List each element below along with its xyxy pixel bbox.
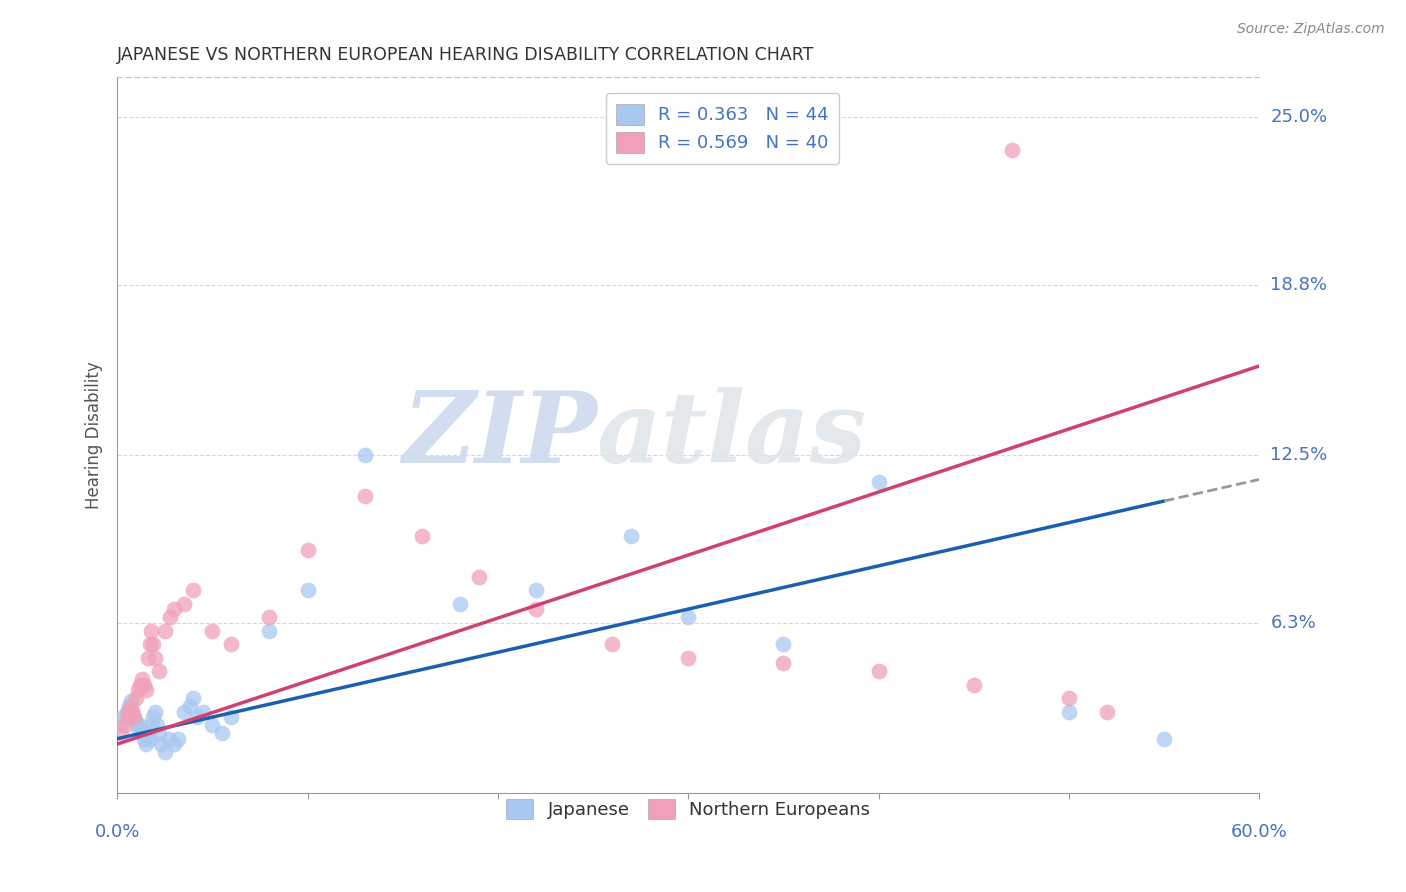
Point xyxy=(201,624,224,638)
Point xyxy=(524,583,547,598)
Point xyxy=(186,710,208,724)
Text: 60.0%: 60.0% xyxy=(1232,823,1288,841)
Point xyxy=(963,678,986,692)
Point xyxy=(121,705,143,719)
Point xyxy=(138,637,160,651)
Point xyxy=(179,699,201,714)
Point xyxy=(136,726,159,740)
Point xyxy=(148,664,170,678)
Point xyxy=(149,737,172,751)
Point xyxy=(117,699,139,714)
Point xyxy=(141,718,163,732)
Point xyxy=(772,656,794,670)
Text: 12.5%: 12.5% xyxy=(1271,446,1327,464)
Point xyxy=(120,699,142,714)
Point xyxy=(141,624,163,638)
Point xyxy=(131,726,153,740)
Text: 18.8%: 18.8% xyxy=(1271,276,1327,293)
Point xyxy=(1095,705,1118,719)
Point xyxy=(124,710,146,724)
Point xyxy=(138,731,160,746)
Point xyxy=(131,673,153,687)
Text: Source: ZipAtlas.com: Source: ZipAtlas.com xyxy=(1237,22,1385,37)
Point xyxy=(146,718,169,732)
Point xyxy=(1057,705,1080,719)
Point xyxy=(678,650,700,665)
Legend: Japanese, Northern Europeans: Japanese, Northern Europeans xyxy=(499,791,877,827)
Point xyxy=(1057,691,1080,706)
Point xyxy=(120,694,142,708)
Point xyxy=(115,705,138,719)
Point xyxy=(183,691,205,706)
Point xyxy=(221,710,243,724)
Point xyxy=(153,624,176,638)
Point xyxy=(868,664,890,678)
Point xyxy=(259,610,281,624)
Point xyxy=(110,718,132,732)
Point xyxy=(142,637,165,651)
Point xyxy=(600,637,623,651)
Point xyxy=(157,731,180,746)
Text: 25.0%: 25.0% xyxy=(1271,109,1327,127)
Point xyxy=(772,637,794,651)
Point xyxy=(117,705,139,719)
Point xyxy=(132,731,155,746)
Point xyxy=(132,678,155,692)
Point xyxy=(297,542,319,557)
Point xyxy=(115,710,138,724)
Text: atlas: atlas xyxy=(598,386,868,483)
Point xyxy=(259,624,281,638)
Point xyxy=(191,705,214,719)
Point xyxy=(129,718,152,732)
Point xyxy=(524,602,547,616)
Point xyxy=(297,583,319,598)
Point xyxy=(411,529,433,543)
Point xyxy=(121,705,143,719)
Point xyxy=(125,691,148,706)
Point xyxy=(125,715,148,730)
Point xyxy=(111,710,134,724)
Point xyxy=(143,705,166,719)
Point xyxy=(211,726,233,740)
Text: 0.0%: 0.0% xyxy=(94,823,139,841)
Point xyxy=(353,489,375,503)
Point xyxy=(136,650,159,665)
Point xyxy=(163,602,186,616)
Point xyxy=(135,737,157,751)
Point xyxy=(173,705,195,719)
Point xyxy=(201,718,224,732)
Point xyxy=(159,610,181,624)
Point xyxy=(1001,143,1024,157)
Point xyxy=(620,529,643,543)
Point xyxy=(142,710,165,724)
Point xyxy=(183,583,205,598)
Point xyxy=(135,683,157,698)
Point xyxy=(127,683,149,698)
Point xyxy=(127,721,149,735)
Y-axis label: Hearing Disability: Hearing Disability xyxy=(86,361,103,508)
Point xyxy=(678,610,700,624)
Point xyxy=(143,650,166,665)
Point xyxy=(353,448,375,462)
Point xyxy=(449,597,471,611)
Point xyxy=(468,569,491,583)
Text: ZIP: ZIP xyxy=(402,386,598,483)
Point xyxy=(221,637,243,651)
Point xyxy=(110,726,132,740)
Text: 6.3%: 6.3% xyxy=(1271,614,1316,632)
Text: JAPANESE VS NORTHERN EUROPEAN HEARING DISABILITY CORRELATION CHART: JAPANESE VS NORTHERN EUROPEAN HEARING DI… xyxy=(117,46,814,64)
Point xyxy=(153,745,176,759)
Point xyxy=(124,710,146,724)
Point xyxy=(114,718,136,732)
Point xyxy=(1153,731,1175,746)
Point xyxy=(167,731,190,746)
Point xyxy=(173,597,195,611)
Point xyxy=(129,678,152,692)
Point xyxy=(163,737,186,751)
Point xyxy=(868,475,890,489)
Point xyxy=(148,726,170,740)
